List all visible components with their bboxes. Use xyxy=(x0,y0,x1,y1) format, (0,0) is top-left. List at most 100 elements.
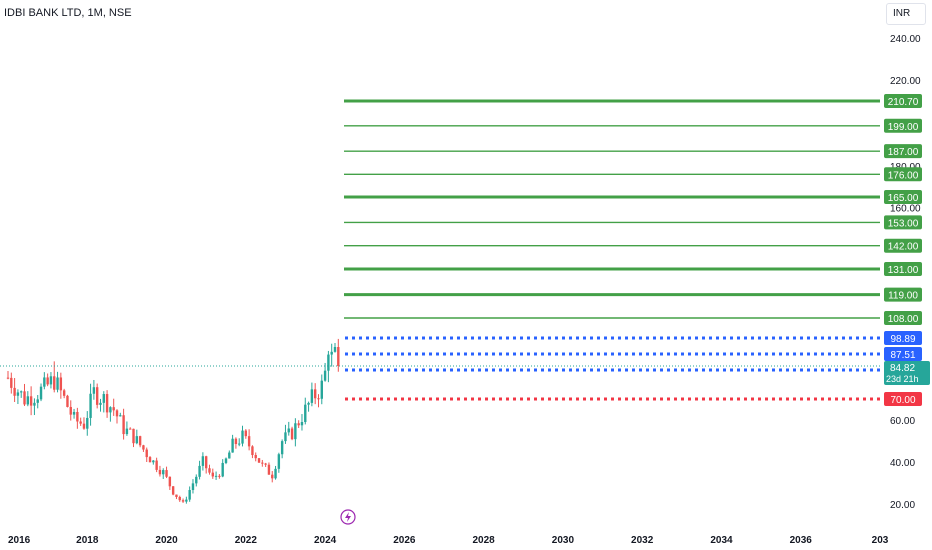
candle-body xyxy=(320,380,323,399)
candles xyxy=(6,338,340,504)
candle-body xyxy=(158,469,162,475)
candle-body xyxy=(132,428,135,444)
candle-body xyxy=(271,474,274,479)
candle-body xyxy=(300,422,304,426)
time-tick-label: 2018 xyxy=(76,535,99,546)
candle-body xyxy=(175,494,178,497)
price-tick-label: 160.00 xyxy=(890,204,921,215)
candle-body xyxy=(145,449,148,458)
levels: 210.70 199.00 187.00 176.00 165.00 153.00 142.… xyxy=(344,94,922,406)
candle-body xyxy=(211,472,214,477)
candle-body xyxy=(125,428,129,435)
level-label-box xyxy=(884,190,922,204)
level-label-box xyxy=(884,311,922,325)
candle-body xyxy=(72,411,76,415)
level-label: 153.00 xyxy=(888,218,919,229)
candle-body xyxy=(135,436,139,444)
candle-body xyxy=(99,402,102,405)
level-label: 142.00 xyxy=(888,242,919,253)
candle-body xyxy=(142,445,145,450)
level-label-box xyxy=(884,94,922,108)
candle-body xyxy=(162,470,165,475)
candle-body xyxy=(280,441,284,455)
price-tick-label: 220.00 xyxy=(890,76,921,87)
candle-body xyxy=(89,393,92,418)
price-tick-label: 60.00 xyxy=(890,416,915,427)
last-price-label: 84.82 xyxy=(890,363,915,374)
candle-body xyxy=(129,428,132,430)
currency-button[interactable]: INR xyxy=(886,3,926,25)
candle-body xyxy=(313,389,317,399)
candle-body xyxy=(208,468,211,473)
candle-body xyxy=(122,415,125,435)
candle-body xyxy=(115,410,119,417)
time-tick-label: 2026 xyxy=(393,535,416,546)
time-tick-label: 2020 xyxy=(155,535,178,546)
candle-body xyxy=(59,377,63,391)
candle-body xyxy=(195,476,198,484)
candle-body xyxy=(56,377,59,390)
candle-body xyxy=(287,428,290,433)
candle-body xyxy=(310,389,314,403)
candle-body xyxy=(234,438,238,445)
candle-body xyxy=(188,490,191,500)
candle-body xyxy=(221,462,224,477)
candle-body xyxy=(165,470,168,477)
candle-body xyxy=(284,432,287,442)
level-label: 131.00 xyxy=(888,265,919,276)
candle-body xyxy=(204,456,208,469)
level-label-box xyxy=(884,144,922,159)
candle-body xyxy=(294,423,297,440)
level-label: 119.00 xyxy=(888,291,918,302)
time-tick-label: 2028 xyxy=(473,535,496,546)
level-label: 87.51 xyxy=(890,350,915,361)
candle-body xyxy=(254,455,257,459)
candle-body xyxy=(46,377,49,385)
level-label: 210.70 xyxy=(888,97,919,108)
candle-body xyxy=(264,463,267,465)
candle-body xyxy=(155,460,158,470)
time-tick-label: 2024 xyxy=(314,535,337,546)
level-label: 108.00 xyxy=(888,314,919,325)
level-label-box xyxy=(884,347,922,361)
candle-body xyxy=(267,464,271,475)
candle-body xyxy=(66,395,69,407)
candle-body xyxy=(251,446,254,456)
candle-body xyxy=(148,457,152,463)
level-label-box xyxy=(884,118,922,133)
candle-body xyxy=(290,428,294,440)
candle-body xyxy=(33,402,36,406)
candle-body xyxy=(178,496,181,501)
candle-body xyxy=(238,443,241,445)
candle-body xyxy=(92,387,96,394)
level-label-box xyxy=(884,215,922,230)
candle-body xyxy=(168,476,172,487)
candle-body xyxy=(181,500,185,502)
price-tick-label: 240.00 xyxy=(890,34,921,45)
candle-body xyxy=(330,351,333,355)
candle-body xyxy=(10,377,13,388)
lightning-glyph xyxy=(345,512,351,522)
candle-body xyxy=(20,391,23,393)
time-axis[interactable]: 2016 2018 2020 2022 2024 2026 2028 2030 2032 2034… xyxy=(8,535,889,546)
candle-body xyxy=(86,417,89,429)
event-marker[interactable] xyxy=(340,509,356,525)
candle-body xyxy=(201,456,205,466)
level-label-box xyxy=(884,238,922,253)
candle-body xyxy=(198,465,201,477)
candle-body xyxy=(247,436,251,447)
level-label: 98.89 xyxy=(890,334,915,345)
candle-body xyxy=(23,391,26,405)
candle-body xyxy=(171,486,175,495)
level-label-box xyxy=(884,287,922,302)
candle-body xyxy=(241,430,244,444)
candle-body xyxy=(191,483,195,491)
candle-body xyxy=(109,407,112,413)
candle-body xyxy=(327,354,330,371)
candle-body xyxy=(261,462,264,464)
candle-body xyxy=(119,415,122,417)
chart-title: IDBI BANK LTD, 1M, NSE xyxy=(4,7,132,19)
level-label-box xyxy=(884,392,922,406)
level-label-box xyxy=(884,331,922,345)
